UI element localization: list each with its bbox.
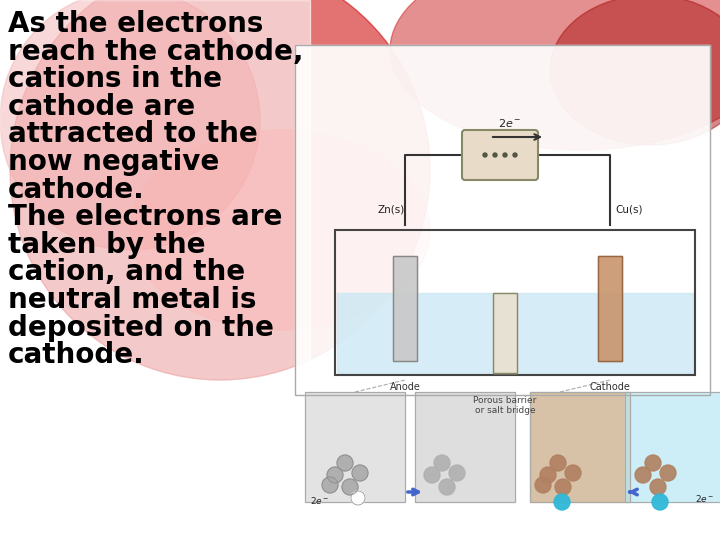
Circle shape [503, 153, 507, 157]
Bar [530, 392, 630, 502]
Bar [493, 293, 517, 373]
Ellipse shape [550, 0, 720, 145]
Text: or salt bridge: or salt bridge [474, 406, 535, 415]
Text: Porous barrier: Porous barrier [473, 396, 536, 405]
Text: reach the cathode,: reach the cathode, [8, 38, 304, 65]
Circle shape [322, 477, 338, 493]
Text: attracted to the: attracted to the [8, 120, 258, 148]
Text: now negative: now negative [8, 148, 220, 176]
Text: The electrons are: The electrons are [8, 203, 282, 231]
Circle shape [342, 479, 358, 495]
Circle shape [565, 465, 581, 481]
Bar [393, 256, 417, 361]
Bar [295, 45, 710, 395]
Circle shape [327, 467, 343, 483]
Circle shape [540, 467, 556, 483]
Bar [393, 256, 417, 361]
Circle shape [635, 467, 651, 483]
Bar [337, 293, 693, 373]
Circle shape [650, 479, 666, 495]
Bar [598, 256, 622, 361]
Text: As the electrons: As the electrons [8, 10, 264, 38]
Circle shape [555, 479, 571, 495]
Bar [0, 0, 310, 540]
Text: cation, and the: cation, and the [8, 259, 245, 286]
Circle shape [352, 465, 368, 481]
Text: cations in the: cations in the [8, 65, 222, 93]
Text: Zn(s): Zn(s) [377, 204, 404, 214]
Text: deposited on the: deposited on the [8, 314, 274, 342]
Text: cathode.: cathode. [8, 176, 145, 204]
Bar [625, 392, 720, 502]
FancyBboxPatch shape [462, 130, 538, 180]
Circle shape [449, 465, 465, 481]
Circle shape [493, 153, 497, 157]
Bar [598, 256, 622, 361]
Text: cathode.: cathode. [8, 341, 145, 369]
Text: $2e^-$: $2e^-$ [695, 493, 714, 504]
Circle shape [351, 491, 365, 505]
Circle shape [337, 455, 353, 471]
Text: neutral metal is: neutral metal is [8, 286, 256, 314]
Circle shape [483, 153, 487, 157]
Text: cathode are: cathode are [8, 93, 195, 121]
Ellipse shape [390, 0, 720, 150]
Bar [305, 392, 405, 502]
Circle shape [424, 467, 440, 483]
Circle shape [513, 153, 517, 157]
Circle shape [660, 465, 676, 481]
Circle shape [652, 494, 668, 510]
Bar [625, 392, 720, 502]
Circle shape [434, 455, 450, 471]
Circle shape [439, 479, 455, 495]
Bar [415, 392, 515, 502]
Text: Cathode: Cathode [590, 382, 631, 392]
Bar [295, 45, 710, 395]
Bar [493, 293, 517, 373]
Ellipse shape [0, 0, 260, 250]
Ellipse shape [10, 0, 430, 380]
Text: $2e^-$: $2e^-$ [310, 495, 330, 506]
Circle shape [645, 455, 661, 471]
Bar [335, 230, 695, 375]
Text: $2e^-$: $2e^-$ [498, 117, 522, 129]
Circle shape [550, 455, 566, 471]
Bar [530, 392, 630, 502]
Text: Cu(s): Cu(s) [615, 204, 642, 214]
Bar [305, 392, 405, 502]
Ellipse shape [130, 130, 430, 330]
Circle shape [535, 477, 551, 493]
Text: taken by the: taken by the [8, 231, 205, 259]
Circle shape [554, 494, 570, 510]
Bar [415, 392, 515, 502]
Text: Anode: Anode [390, 382, 420, 392]
